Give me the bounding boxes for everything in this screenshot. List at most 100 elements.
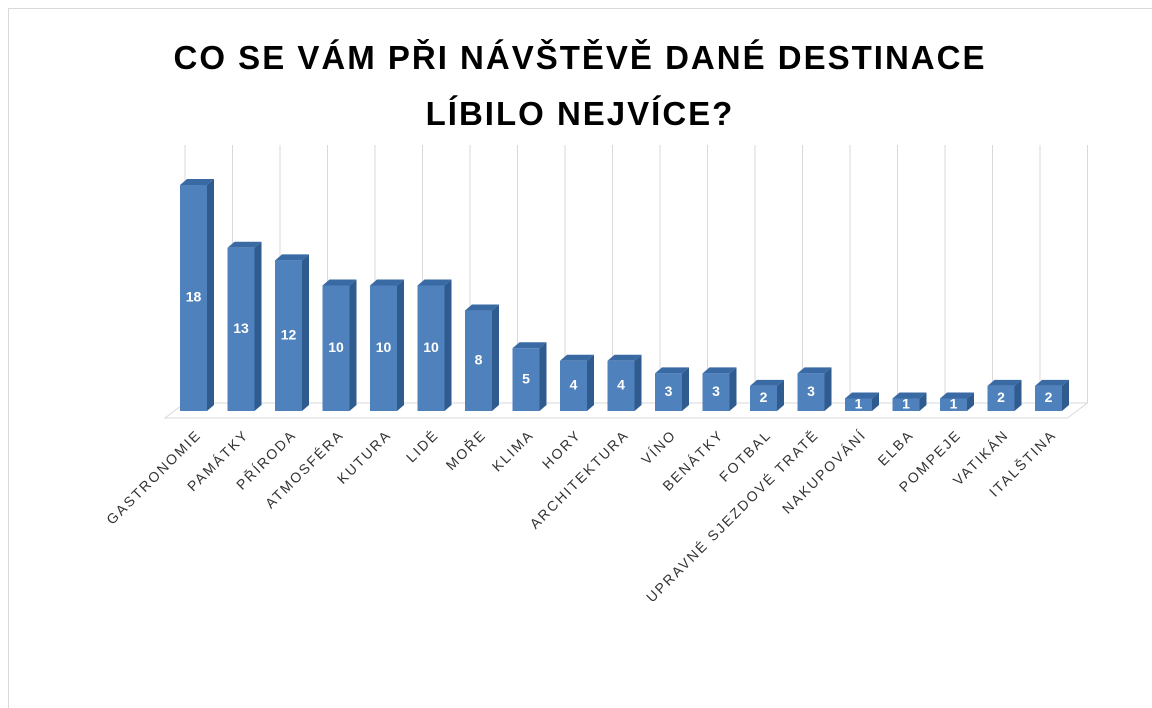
data-label: 3	[712, 383, 720, 399]
x-tick-label: MOŘE	[443, 426, 490, 473]
bar-front	[940, 398, 967, 411]
data-label: 4	[617, 377, 625, 393]
data-label: 5	[522, 370, 530, 386]
bar-top	[987, 379, 1022, 386]
bar	[607, 354, 642, 411]
bar-side	[207, 179, 214, 411]
bar-side	[539, 342, 547, 411]
bar-side	[254, 241, 262, 411]
bar-top	[370, 279, 404, 286]
data-label: 2	[1045, 389, 1053, 405]
bar-front	[750, 385, 777, 411]
bar	[560, 354, 594, 411]
data-label: 4	[570, 377, 578, 393]
bar-front	[892, 398, 920, 411]
bar	[322, 279, 357, 411]
bar	[512, 342, 547, 411]
chart-title: CO SE VÁM PŘI NÁVŠTĚVĚ DANÉ DESTINACE LÍ…	[173, 39, 987, 132]
bar-front	[560, 360, 587, 411]
bar	[417, 279, 452, 411]
x-tick-label: ELBA	[874, 426, 916, 468]
bar-front	[797, 373, 825, 411]
bar-top	[940, 392, 974, 399]
bar-side	[729, 367, 737, 411]
bar-top	[275, 254, 309, 261]
bar-front	[370, 285, 397, 411]
bar-front	[987, 385, 1015, 411]
bar-top	[180, 179, 214, 185]
x-tick-label: UPRAVNÉ SJEZDOVÉ TRATĚ	[643, 426, 822, 605]
bar	[892, 392, 927, 411]
bar-side	[967, 392, 974, 411]
x-tick-label: KLIMA	[489, 426, 537, 474]
data-label: 13	[233, 320, 249, 336]
bar-front	[655, 373, 682, 411]
bar	[750, 379, 784, 411]
bar	[655, 367, 689, 411]
data-label: 1	[950, 395, 958, 411]
bar-top	[702, 367, 737, 374]
x-tick-label: LIDÉ	[403, 426, 442, 465]
bar-top	[845, 392, 879, 399]
data-label: 1	[902, 395, 910, 411]
bar	[845, 392, 879, 411]
data-label: 10	[328, 339, 344, 355]
bar	[275, 254, 309, 411]
bar-side	[349, 279, 357, 411]
bar-top	[512, 342, 547, 349]
bar	[797, 367, 832, 411]
bar-side	[397, 279, 404, 411]
bar-front	[227, 247, 255, 411]
bar	[370, 279, 404, 411]
bar-side	[1062, 379, 1069, 411]
bar-top	[655, 367, 689, 374]
bar-side	[302, 254, 309, 411]
bar	[465, 304, 499, 411]
data-label: 2	[760, 389, 768, 405]
x-tick-label: VÍNO	[638, 426, 679, 467]
bar-front	[1035, 385, 1062, 411]
bar-side	[587, 354, 594, 411]
data-label: 10	[423, 339, 439, 355]
chart-border	[8, 8, 1152, 708]
bar-side	[634, 354, 642, 411]
data-label: 2	[997, 389, 1005, 405]
bar-side	[919, 392, 927, 411]
bar-top	[892, 392, 927, 399]
bar-top	[417, 279, 452, 286]
bar-top	[607, 354, 642, 361]
bar-side	[1014, 379, 1022, 411]
data-label: 12	[281, 326, 297, 342]
bar-side	[777, 379, 784, 411]
bar-top	[465, 304, 499, 311]
bar-side	[824, 367, 832, 411]
bar-top	[560, 354, 594, 361]
bar-front	[845, 398, 872, 411]
bar-front	[322, 285, 350, 411]
bar-front	[702, 373, 730, 411]
bar-top	[797, 367, 832, 374]
bar-front	[512, 348, 540, 411]
data-label: 3	[807, 383, 815, 399]
bar-front	[180, 185, 207, 411]
bar-front	[607, 360, 635, 411]
bar-side	[682, 367, 689, 411]
bar-top	[1035, 379, 1069, 386]
x-tick-label: NAKUPOVÁNÍ	[779, 426, 869, 516]
bar-side	[492, 304, 499, 411]
data-label: 10	[376, 339, 392, 355]
data-label: 18	[186, 289, 202, 305]
bar	[702, 367, 737, 411]
bar-top	[227, 241, 262, 248]
bar	[227, 241, 262, 411]
bar-top	[322, 279, 357, 286]
bar-front	[275, 260, 302, 411]
data-label: 3	[665, 383, 673, 399]
bar	[1035, 379, 1069, 411]
bar	[180, 179, 214, 411]
bar-top	[750, 379, 784, 386]
bar	[940, 392, 974, 411]
bar-front	[417, 285, 445, 411]
